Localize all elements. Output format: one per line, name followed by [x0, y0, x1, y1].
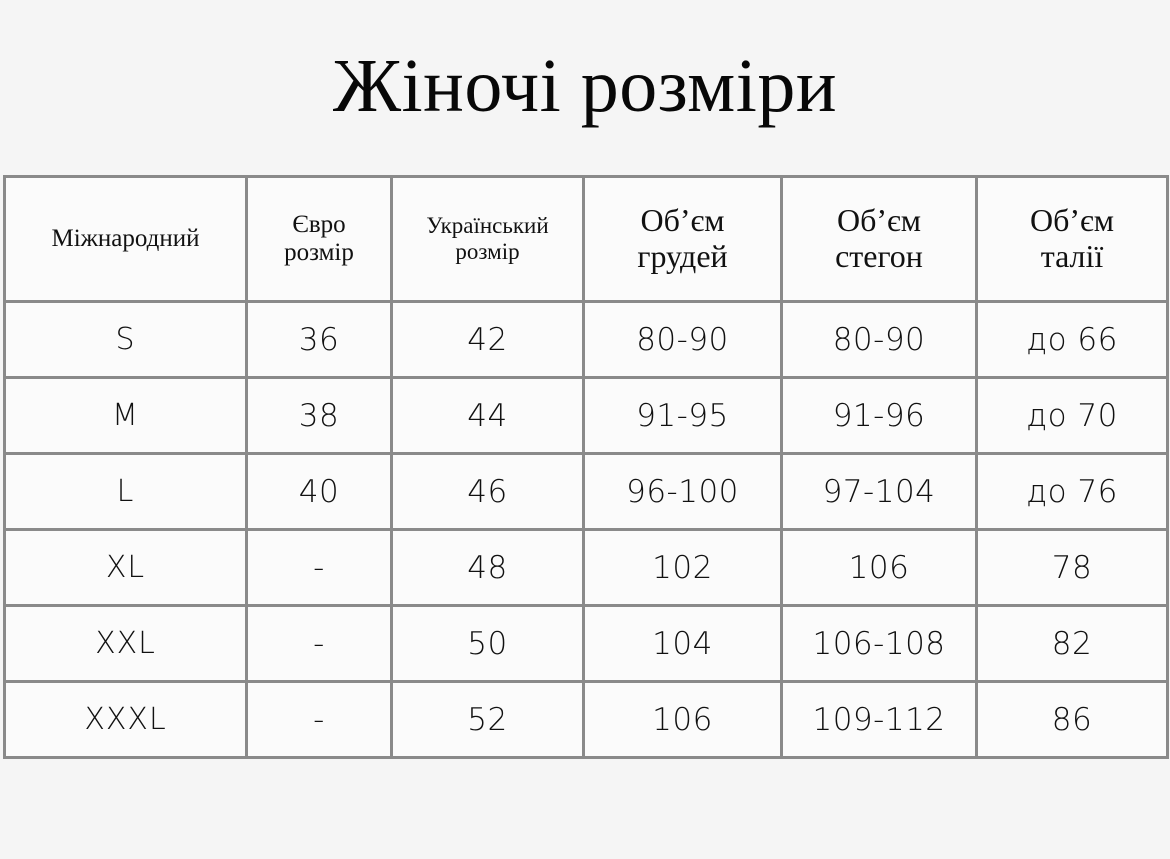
- womens-size-table: Міжнародний Євро розмір Український розм…: [3, 175, 1169, 759]
- cell-hips: 109-112: [780, 680, 978, 759]
- table-body: S 36 42 80-90 80-90 до 66 M 38 44 91-95 …: [3, 300, 1169, 759]
- column-header-waist-line-1: Об’єм: [1029, 202, 1115, 239]
- table-row: S 36 42 80-90 80-90 до 66: [3, 300, 1169, 379]
- cell-waist: до 66: [975, 300, 1169, 379]
- cell-ukrainian: 46: [390, 452, 585, 531]
- column-header-waist: Об’єм талії: [975, 175, 1169, 303]
- cell-euro: 36: [245, 300, 393, 379]
- table-row: M 38 44 91-95 91-96 до 70: [3, 376, 1169, 455]
- page-title: Жіночі розміри: [332, 44, 838, 128]
- cell-euro: -: [245, 604, 393, 683]
- cell-euro: -: [245, 680, 393, 759]
- column-header-bust-line-1: Об’єм: [640, 202, 725, 239]
- table-row: XL - 48 102 106 78: [3, 528, 1169, 607]
- cell-ukrainian: 44: [390, 376, 585, 455]
- cell-bust: 102: [582, 528, 783, 607]
- cell-waist: до 76: [975, 452, 1169, 531]
- cell-bust: 106: [582, 680, 783, 759]
- cell-ukrainian: 48: [390, 528, 585, 607]
- cell-waist: 86: [975, 680, 1169, 759]
- cell-international: S: [3, 300, 248, 379]
- column-header-ukrainian-line-1: Український: [426, 213, 549, 239]
- cell-waist: 78: [975, 528, 1169, 607]
- cell-waist: 82: [975, 604, 1169, 683]
- column-header-euro-line-1: Євро: [292, 211, 346, 238]
- cell-ukrainian: 50: [390, 604, 585, 683]
- column-header-ukrainian: Український розмір: [390, 175, 585, 303]
- table-row: L 40 46 96-100 97-104 до 76: [3, 452, 1169, 531]
- column-header-waist-line-2: талії: [1040, 238, 1104, 274]
- cell-hips: 80-90: [780, 300, 978, 379]
- cell-euro: -: [245, 528, 393, 607]
- cell-hips: 106: [780, 528, 978, 607]
- cell-hips: 106-108: [780, 604, 978, 683]
- column-header-euro-line-2: розмір: [284, 239, 354, 266]
- cell-bust: 96-100: [582, 452, 783, 531]
- table-header: Міжнародний Євро розмір Український розм…: [3, 175, 1169, 303]
- table-row: XXL - 50 104 106-108 82: [3, 604, 1169, 683]
- cell-bust: 80-90: [582, 300, 783, 379]
- cell-hips: 97-104: [780, 452, 978, 531]
- column-header-hips-line-1: Об’єм: [836, 202, 922, 239]
- column-header-international: Міжнародний: [3, 175, 248, 303]
- column-header-hips: Об’єм стегон: [780, 175, 978, 303]
- cell-euro: 40: [245, 452, 393, 531]
- cell-ukrainian: 42: [390, 300, 585, 379]
- cell-international: XL: [3, 528, 248, 607]
- column-header-international-line-1: Міжнародний: [51, 225, 200, 252]
- cell-international: M: [3, 376, 248, 455]
- cell-ukrainian: 52: [390, 680, 585, 759]
- column-header-hips-line-2: стегон: [835, 238, 923, 274]
- column-header-ukrainian-line-2: розмір: [455, 239, 520, 264]
- cell-bust: 91-95: [582, 376, 783, 455]
- column-header-euro: Євро розмір: [245, 175, 393, 303]
- cell-waist: до 70: [975, 376, 1169, 455]
- cell-euro: 38: [245, 376, 393, 455]
- table-row: XXXL - 52 106 109-112 86: [3, 680, 1169, 759]
- cell-international: L: [3, 452, 248, 531]
- cell-hips: 91-96: [780, 376, 978, 455]
- cell-bust: 104: [582, 604, 783, 683]
- table-header-row: Міжнародний Євро розмір Український розм…: [3, 175, 1169, 303]
- column-header-bust-line-2: грудей: [637, 238, 728, 274]
- cell-international: XXL: [3, 604, 248, 683]
- cell-international: XXXL: [3, 680, 248, 759]
- column-header-bust: Об’єм грудей: [582, 175, 783, 303]
